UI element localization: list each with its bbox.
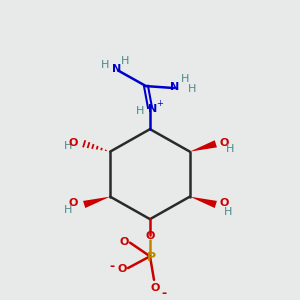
Polygon shape <box>83 196 110 208</box>
Text: O: O <box>69 138 78 148</box>
Text: O: O <box>220 199 229 208</box>
Text: H: H <box>136 106 144 116</box>
Text: O: O <box>119 237 129 247</box>
Text: H: H <box>121 56 129 66</box>
Text: N: N <box>170 82 180 92</box>
Text: O: O <box>117 264 127 274</box>
Text: H: H <box>101 60 109 70</box>
Text: O: O <box>220 138 229 148</box>
Text: H: H <box>188 84 196 94</box>
Text: H: H <box>64 205 72 215</box>
Text: O: O <box>69 199 78 208</box>
Text: O: O <box>145 231 155 241</box>
Polygon shape <box>190 196 217 208</box>
Text: P: P <box>146 251 156 264</box>
Polygon shape <box>190 140 217 152</box>
Text: H: H <box>226 144 234 154</box>
Text: H: H <box>181 74 189 84</box>
Text: H: H <box>224 207 232 217</box>
Text: H: H <box>64 141 72 151</box>
Text: -: - <box>110 260 115 273</box>
Text: O: O <box>150 283 160 292</box>
Text: N: N <box>112 64 122 74</box>
Text: -: - <box>161 287 166 300</box>
Text: +: + <box>157 99 164 108</box>
Text: N: N <box>148 103 158 114</box>
